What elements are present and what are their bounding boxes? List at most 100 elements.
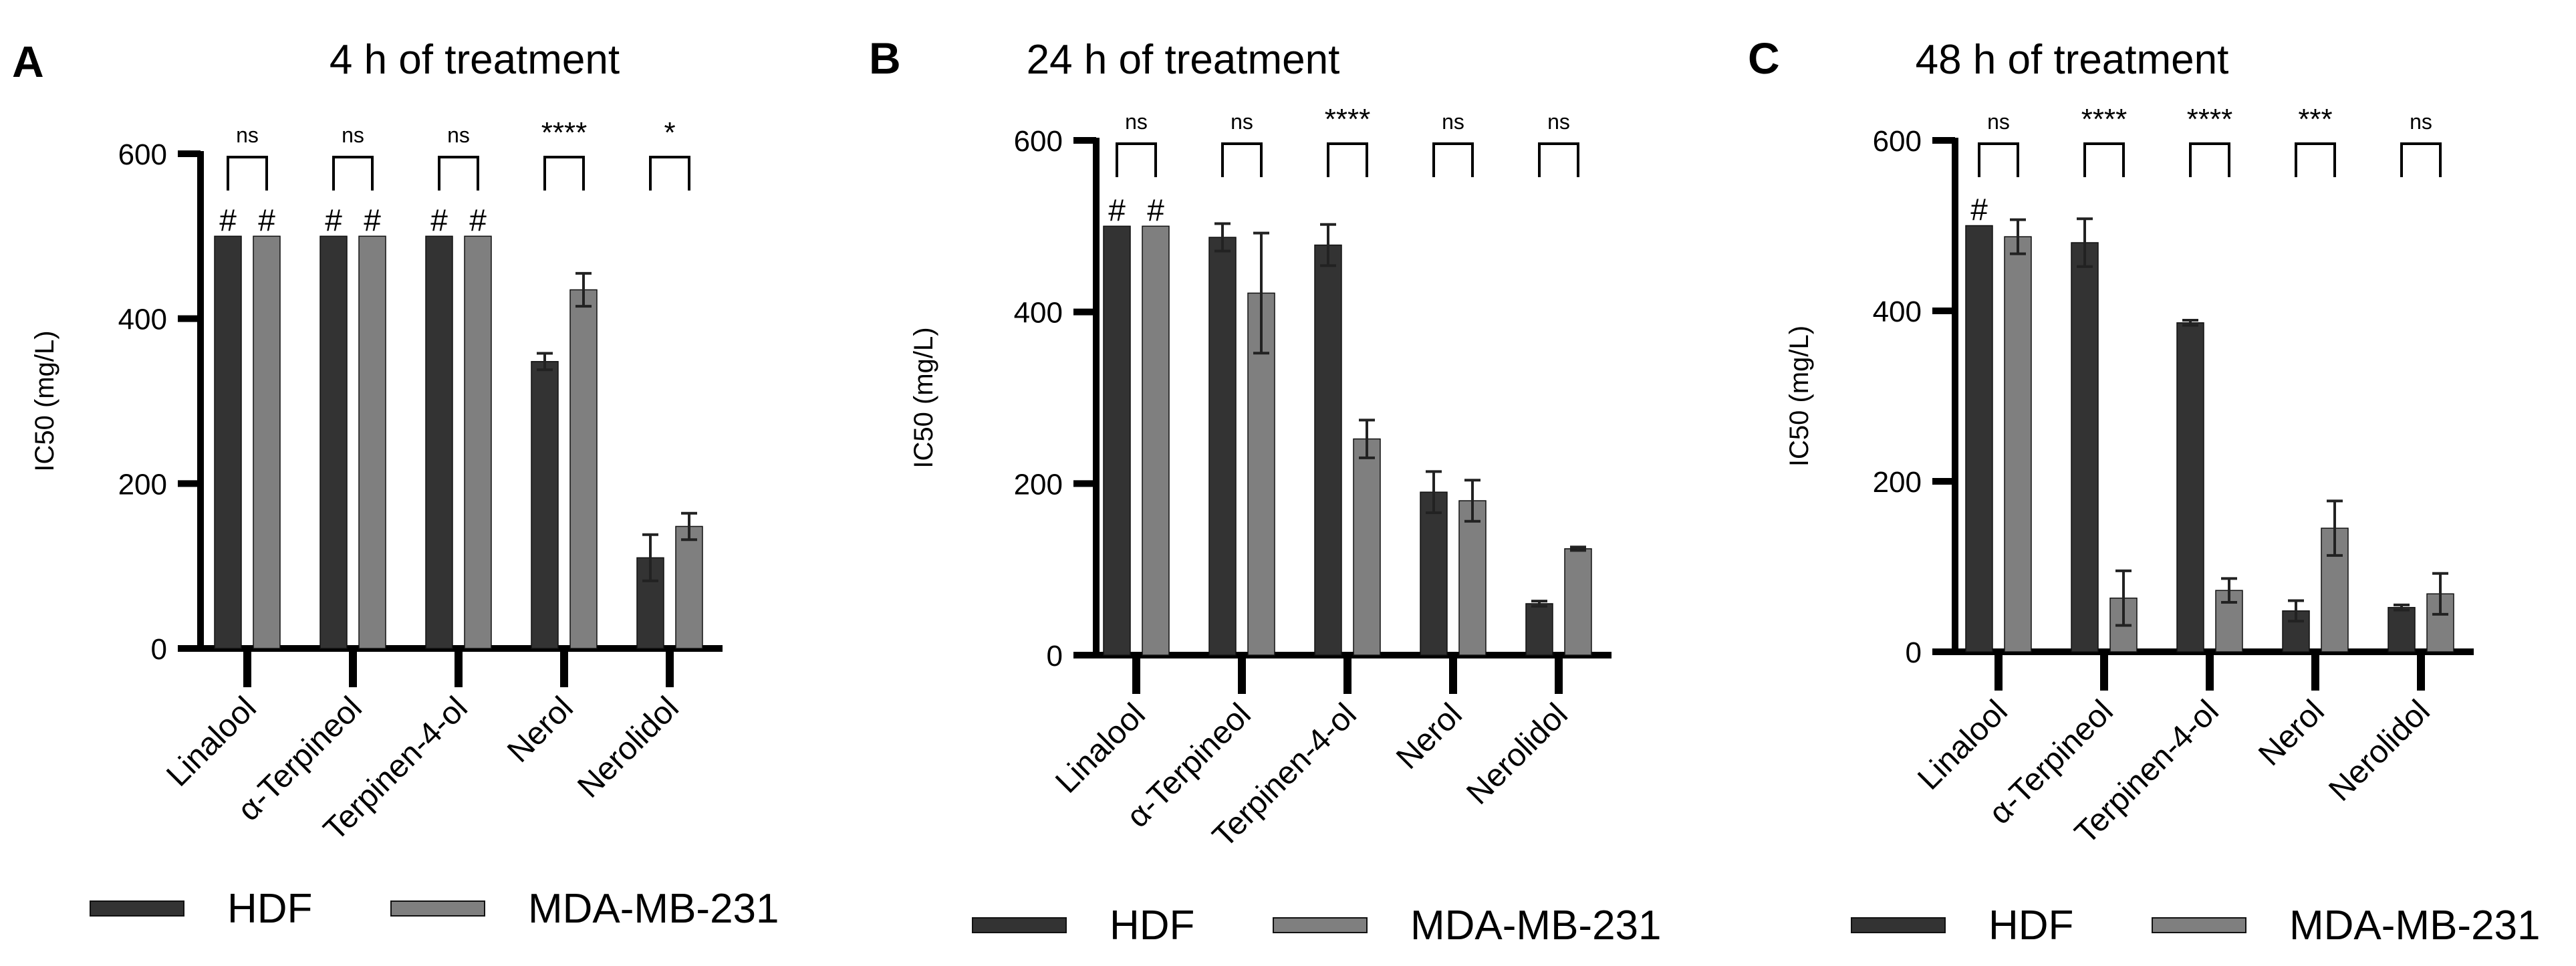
x-tick-label: Linalool [1049, 697, 1152, 800]
bar [1103, 225, 1131, 656]
hash-marker: # [219, 203, 237, 237]
panel-label: A [12, 37, 44, 86]
significance-label: ns [1125, 110, 1148, 134]
bar [214, 235, 242, 649]
significance-bracket [438, 156, 479, 191]
chart-title: 4 h of treatment [330, 37, 620, 83]
significance-label: **** [2187, 103, 2233, 136]
significance-label: * [664, 116, 675, 149]
hash-marker: # [430, 203, 448, 237]
hash-marker: # [325, 203, 342, 237]
bar [1965, 225, 1993, 652]
hash-marker: # [1970, 193, 1988, 227]
legend-swatch [390, 900, 485, 917]
significance-bracket [1538, 142, 1579, 177]
hash-marker: # [258, 203, 275, 237]
y-tick-label: 200 [1014, 468, 1063, 501]
bar [531, 361, 559, 649]
significance-bracket [332, 156, 374, 191]
hash-marker: # [364, 203, 381, 237]
bar [1458, 500, 1487, 656]
x-tick-label: Nerol [501, 690, 580, 769]
chart-title: 24 h of treatment [1027, 37, 1340, 83]
bar [1314, 244, 1342, 656]
significance-label: ns [1442, 110, 1464, 134]
legend-swatch [972, 917, 1067, 933]
bar [1208, 237, 1237, 656]
legend-label: MDA-MB-231 [2289, 902, 2541, 949]
x-tick-label: Nerolidol [1460, 697, 1574, 811]
bar [1525, 603, 1553, 656]
significance-bracket [1978, 142, 2019, 177]
significance-bracket [2189, 142, 2230, 177]
y-axis-label: IC50 (mg/L) [30, 330, 59, 471]
bar [2388, 606, 2416, 652]
legend-label: HDF [227, 886, 312, 932]
bar [1564, 548, 1592, 656]
y-tick-label: 0 [1047, 640, 1063, 673]
bar [319, 235, 348, 649]
legend-1: HDF MDA-MB-231 [90, 886, 779, 932]
x-tick-label: Nerolidol [2322, 693, 2436, 808]
y-tick-label: 600 [1014, 125, 1063, 158]
significance-label: ns [447, 123, 470, 147]
y-tick-label: 400 [118, 304, 167, 336]
hash-marker: # [1147, 193, 1164, 227]
significance-label: **** [1325, 103, 1371, 136]
significance-label: ns [342, 123, 364, 147]
legend-label: MDA-MB-231 [1410, 902, 1662, 949]
significance-label: ns [1547, 110, 1570, 134]
bar [569, 289, 598, 649]
y-tick-label: 200 [1873, 466, 1922, 499]
legend-label: HDF [1988, 902, 2073, 949]
panel-label: B [869, 33, 901, 83]
x-tick-label: Linalool [1911, 693, 2014, 796]
bar [2071, 242, 2099, 652]
significance-label: *** [2298, 103, 2332, 136]
y-tick-label: 600 [118, 138, 167, 171]
legend-swatch [90, 900, 184, 917]
x-tick-label: Nerol [2252, 693, 2331, 773]
hash-marker: # [1108, 193, 1126, 227]
legend-label: MDA-MB-231 [528, 886, 779, 932]
bar [2176, 322, 2204, 652]
bar [425, 235, 453, 649]
chart-title: 48 h of treatment [1916, 37, 2229, 83]
x-tick-label: Linalool [160, 690, 263, 793]
significance-bracket [227, 156, 268, 191]
legend-swatch [1851, 917, 1946, 933]
panel-a: A 4 h of treatment 0 200 400 600 IC50 (mg/L) # #… [12, 37, 723, 848]
y-axis-label: IC50 (mg/L) [909, 327, 938, 468]
significance-bracket [1327, 142, 1368, 177]
significance-label: **** [541, 116, 588, 149]
bar [1353, 438, 1381, 656]
bar [464, 235, 492, 649]
legend-label: HDF [1110, 902, 1194, 949]
y-tick-label: 600 [1873, 125, 1922, 158]
significance-bracket [2083, 142, 2125, 177]
significance-bracket [2295, 142, 2336, 177]
hash-marker: # [469, 203, 487, 237]
significance-bracket [1432, 142, 1474, 177]
y-tick-label: 400 [1014, 297, 1063, 330]
significance-label: ns [236, 123, 259, 147]
significance-label: ns [1987, 110, 2010, 134]
bar [675, 525, 703, 649]
bar [1420, 491, 1448, 656]
significance-bracket [1116, 142, 1157, 177]
legend-2: HDF MDA-MB-231 [972, 902, 1662, 949]
significance-bracket [1221, 142, 1263, 177]
significance-bracket [543, 156, 585, 191]
significance-label: ns [1231, 110, 1253, 134]
legend-swatch [1273, 917, 1368, 933]
panel-c: C 48 h of treatment 0 200 400 600 IC50 (mg/L) #… [1748, 33, 2474, 851]
bar [1142, 225, 1170, 656]
bar [253, 235, 281, 649]
x-tick-label: Nerolidol [571, 690, 685, 804]
legend-3: HDF MDA-MB-231 [1851, 902, 2541, 949]
y-tick-label: 400 [1873, 295, 1922, 328]
significance-bracket [2400, 142, 2442, 177]
panel-label: C [1748, 33, 1780, 83]
bar [358, 235, 386, 649]
